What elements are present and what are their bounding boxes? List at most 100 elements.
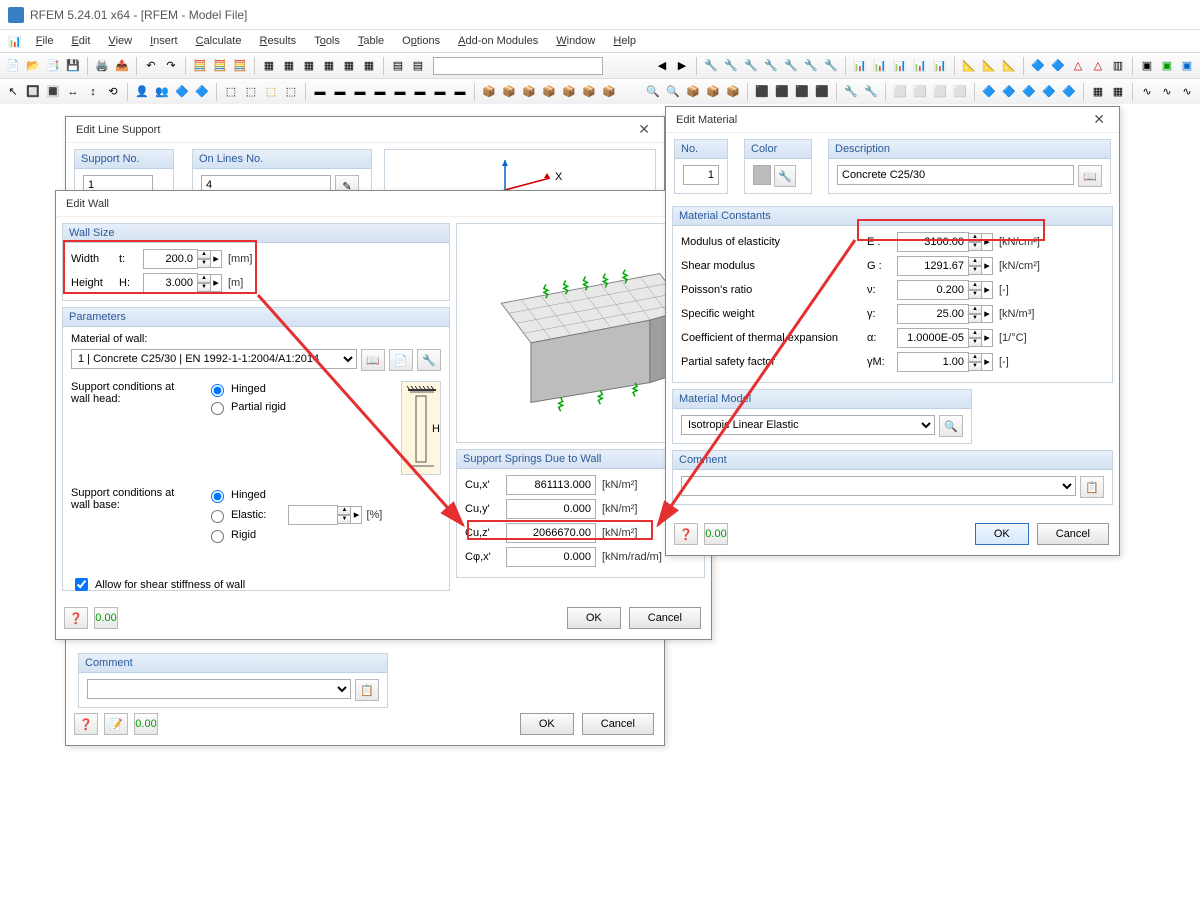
- base-elastic-radio[interactable]: Elastic: ▲▼▸ [%]: [206, 505, 382, 525]
- tb-r2[interactable]: ▶: [673, 57, 691, 75]
- tb-r3[interactable]: 🔧: [702, 57, 720, 75]
- spring3-input[interactable]: [506, 523, 596, 543]
- tb-i4[interactable]: △: [1089, 57, 1107, 75]
- t2-n2[interactable]: ⬜: [911, 83, 929, 101]
- width-input[interactable]: [143, 249, 198, 269]
- t2-c[interactable]: 🔳: [44, 83, 62, 101]
- tb-b4[interactable]: ▦: [320, 57, 338, 75]
- t2-i7[interactable]: ▬: [431, 83, 449, 101]
- material-select[interactable]: 1 | Concrete C25/30 | EN 1992-1-1:2004/A…: [71, 349, 357, 369]
- tb-b2[interactable]: ▦: [280, 57, 298, 75]
- help-icon[interactable]: ❓: [674, 523, 698, 545]
- t2-l2[interactable]: ⬛: [773, 83, 791, 101]
- material-model-select[interactable]: Isotropic Linear Elastic: [681, 415, 935, 435]
- model-info-icon[interactable]: 🔍: [939, 415, 963, 437]
- ok-button[interactable]: OK: [975, 523, 1029, 545]
- menu-view[interactable]: View: [100, 33, 140, 49]
- tb-h2[interactable]: 📐: [980, 57, 998, 75]
- t2-j3[interactable]: 📦: [520, 83, 538, 101]
- tb-i1[interactable]: 🔷: [1029, 57, 1047, 75]
- tb-g1[interactable]: 📊: [851, 57, 869, 75]
- comment-pick-icon[interactable]: 📋: [355, 679, 379, 701]
- t2-f[interactable]: ⟲: [104, 83, 122, 101]
- t2-o3[interactable]: 🔷: [1020, 83, 1038, 101]
- tb-h1[interactable]: 📐: [960, 57, 978, 75]
- t2-j7[interactable]: 📦: [600, 83, 618, 101]
- tb-r7[interactable]: 🔧: [782, 57, 800, 75]
- tb-undo[interactable]: ↶: [142, 57, 160, 75]
- mat-edit-icon[interactable]: 🔧: [417, 349, 441, 371]
- tb-b6[interactable]: ▦: [360, 57, 378, 75]
- t2-e[interactable]: ↕: [84, 83, 102, 101]
- cancel-button[interactable]: Cancel: [1037, 523, 1109, 545]
- tb-r5[interactable]: 🔧: [742, 57, 760, 75]
- t2-o5[interactable]: 🔷: [1060, 83, 1078, 101]
- t2-l1[interactable]: ⬛: [753, 83, 771, 101]
- tb-r4[interactable]: 🔧: [722, 57, 740, 75]
- menu-options[interactable]: Options: [394, 33, 448, 49]
- t2-j4[interactable]: 📦: [540, 83, 558, 101]
- tb-r8[interactable]: 🔧: [802, 57, 820, 75]
- mat-desc-input[interactable]: [837, 165, 1074, 185]
- close-icon[interactable]: ✕: [1089, 111, 1109, 128]
- tb-g5[interactable]: 📊: [931, 57, 949, 75]
- shear-checkbox[interactable]: Allow for shear stiffness of wall: [71, 575, 441, 594]
- t2-m2[interactable]: 🔧: [862, 83, 880, 101]
- mat-new-icon[interactable]: 📄: [389, 349, 413, 371]
- spring1-input[interactable]: [506, 475, 596, 495]
- cancel-button[interactable]: Cancel: [582, 713, 654, 735]
- t2-h4[interactable]: ⬚: [282, 83, 300, 101]
- down-icon[interactable]: ▼: [197, 259, 211, 268]
- tb-j3[interactable]: ▣: [1178, 57, 1196, 75]
- tb-b3[interactable]: ▦: [300, 57, 318, 75]
- t2-i1[interactable]: ▬: [311, 83, 329, 101]
- tb-g2[interactable]: 📊: [871, 57, 889, 75]
- up-icon[interactable]: ▲: [197, 250, 211, 259]
- t2-o1[interactable]: 🔷: [980, 83, 998, 101]
- tb-b5[interactable]: ▦: [340, 57, 358, 75]
- tb-g4[interactable]: 📊: [911, 57, 929, 75]
- t2-i3[interactable]: ▬: [351, 83, 369, 101]
- tb-combo[interactable]: [433, 57, 603, 75]
- comment-pick-icon[interactable]: 📋: [1080, 476, 1104, 498]
- units-icon[interactable]: 0.00: [134, 713, 158, 735]
- t2-i4[interactable]: ▬: [371, 83, 389, 101]
- menu-addon[interactable]: Add-on Modules: [450, 33, 546, 49]
- mat-no-input[interactable]: [683, 165, 719, 185]
- ok-button[interactable]: OK: [520, 713, 574, 735]
- G-input[interactable]: [897, 256, 969, 276]
- t2-l3[interactable]: ⬛: [793, 83, 811, 101]
- menu-table[interactable]: Table: [350, 33, 392, 49]
- t2-i6[interactable]: ▬: [411, 83, 429, 101]
- t2-a[interactable]: ↖: [4, 83, 22, 101]
- v-input[interactable]: [897, 280, 969, 300]
- tb-r6[interactable]: 🔧: [762, 57, 780, 75]
- t2-m1[interactable]: 🔧: [842, 83, 860, 101]
- a-input[interactable]: [897, 328, 969, 348]
- t2-g3[interactable]: 🔷: [173, 83, 191, 101]
- t2-j1[interactable]: 📦: [480, 83, 498, 101]
- t2-o4[interactable]: 🔷: [1040, 83, 1058, 101]
- t2-j2[interactable]: 📦: [500, 83, 518, 101]
- cancel-button[interactable]: Cancel: [629, 607, 701, 629]
- tb-r9[interactable]: 🔧: [822, 57, 840, 75]
- tb-h3[interactable]: 📐: [1000, 57, 1018, 75]
- t2-g2[interactable]: 👥: [153, 83, 171, 101]
- height-input[interactable]: [143, 273, 198, 293]
- t2-k2[interactable]: 🔍: [664, 83, 682, 101]
- t2-i8[interactable]: ▬: [451, 83, 469, 101]
- ok-button[interactable]: OK: [567, 607, 621, 629]
- help-icon[interactable]: ❓: [64, 607, 88, 629]
- spring4-input[interactable]: [506, 547, 596, 567]
- color-pick-icon[interactable]: 🔧: [774, 165, 796, 187]
- tb-i2[interactable]: 🔷: [1049, 57, 1067, 75]
- tb-copy[interactable]: 📑: [44, 57, 62, 75]
- tb-open[interactable]: 📂: [24, 57, 42, 75]
- units-icon[interactable]: 0.00: [704, 523, 728, 545]
- t2-k5[interactable]: 📦: [724, 83, 742, 101]
- tb-c2[interactable]: ▤: [409, 57, 427, 75]
- t2-i2[interactable]: ▬: [331, 83, 349, 101]
- ym-input[interactable]: [897, 352, 969, 372]
- menu-help[interactable]: Help: [605, 33, 644, 49]
- close-icon[interactable]: ✕: [634, 121, 654, 138]
